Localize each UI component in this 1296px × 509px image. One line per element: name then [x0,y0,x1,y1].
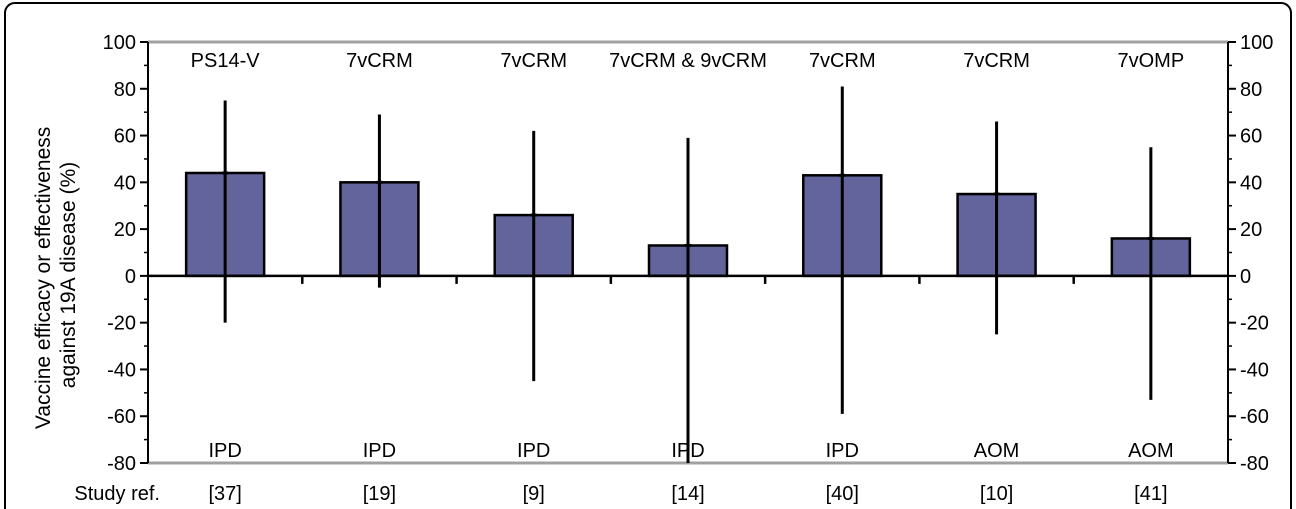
figure-frame [4,2,1292,509]
y-tick-label-left: 40 [114,172,136,194]
y-tick-label-right: 40 [1240,172,1262,194]
y-tick-label-left: -80 [107,453,136,475]
outcome-label: AOM [1128,440,1174,462]
y-tick-label-left: -40 [107,359,136,381]
study-ref-label: [40] [826,483,859,505]
y-tick-label-right: 60 [1240,126,1262,148]
y-tick-label-left: -20 [107,313,136,335]
vaccine-label: 7vOMP [1118,50,1185,72]
y-tick-label-right: -80 [1240,453,1269,475]
outcome-label: AOM [974,440,1020,462]
outcome-label: IPD [208,440,241,462]
study-ref-label: [10] [980,483,1013,505]
y-tick-label-left: 20 [114,219,136,241]
y-tick-label-right: 0 [1240,266,1251,288]
vaccine-label: 7vCRM [500,50,567,72]
y-tick-label-right: -40 [1240,359,1269,381]
y-tick-label-left: 0 [125,266,136,288]
plot-area: 100 100 80 80 60 60 40 40 20 20 0 0 -20 -20 -40 -40 -60 -… [103,32,1274,505]
outcome-label: IPD [517,440,550,462]
study-ref-label: [14] [671,483,704,505]
y-tick-label-right: -60 [1240,406,1269,428]
y-tick-label-left: 100 [103,32,136,54]
vaccine-label: PS14-V [191,50,261,72]
outcome-label: IPD [826,440,859,462]
y-tick-label-left: 80 [114,79,136,101]
study-ref-label: [37] [208,483,241,505]
y-tick-label-left: 60 [114,126,136,148]
y-axis-title: Vaccine efficacy or effectiveness agains… [32,121,80,429]
y-tick-label-right: 80 [1240,79,1262,101]
vaccine-label: 7vCRM [346,50,413,72]
vaccine-label: 7vCRM [963,50,1030,72]
vaccine-label: 7vCRM [809,50,876,72]
outcome-label: IPD [363,440,396,462]
ref-caption: Study ref. [74,483,160,505]
y-tick-label-right: 100 [1240,32,1273,54]
y-tick-label-left: -60 [107,406,136,428]
study-ref-label: [9] [523,483,545,505]
vaccine-label: 7vCRM & 9vCRM [609,50,767,72]
y-tick-label-right: -20 [1240,313,1269,335]
y-tick-label-right: 20 [1240,219,1262,241]
outcome-label: IPD [671,440,704,462]
study-ref-label: [19] [363,483,396,505]
study-ref-label: [41] [1134,483,1167,505]
